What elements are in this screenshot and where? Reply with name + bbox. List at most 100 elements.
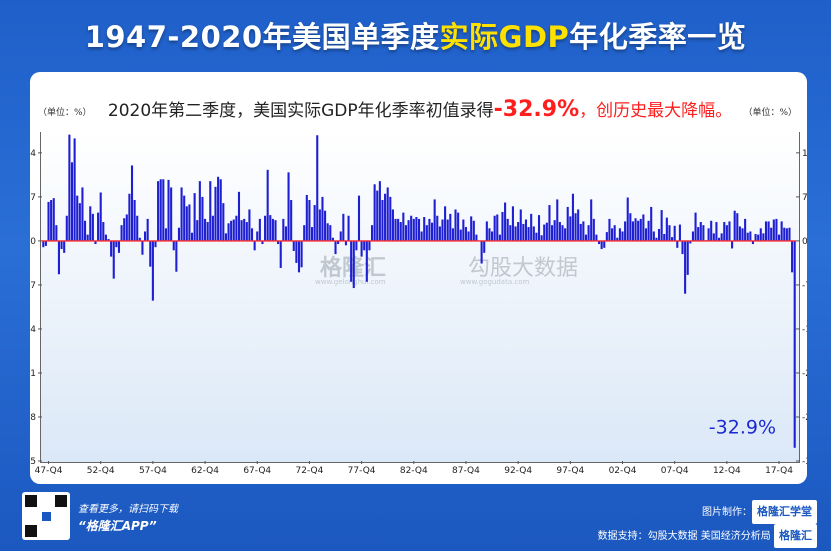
bar: [172, 240, 175, 251]
credit-made-by: 图片制作： 格隆汇学堂: [598, 500, 817, 524]
bar: [767, 221, 770, 241]
bar: [44, 240, 47, 246]
x-tick-label: 47-Q4: [35, 466, 63, 476]
bar: [783, 227, 786, 241]
bar: [412, 218, 415, 241]
subtitle-value: -32.9%: [493, 97, 580, 122]
bar: [738, 226, 741, 241]
watermark-data-url: www.gogudata.com: [460, 278, 530, 286]
bar: [785, 228, 788, 241]
bar: [480, 240, 483, 264]
bar: [318, 209, 321, 241]
bar: [501, 211, 504, 241]
bar: [694, 212, 697, 241]
bar: [180, 187, 183, 241]
bar: [378, 181, 381, 241]
bar: [423, 217, 426, 241]
bar: [404, 225, 407, 241]
bar: [334, 240, 337, 255]
watermark-brand-url: www.gelonghui.com: [315, 278, 386, 286]
bar: [292, 240, 295, 251]
bar: [370, 225, 374, 241]
bar: [347, 215, 350, 241]
bar: [68, 134, 71, 241]
bar: [712, 233, 715, 241]
bar: [73, 138, 76, 241]
subtitle-suffix: ，创历史最大降幅。: [579, 101, 733, 121]
bar: [65, 215, 68, 241]
bar: [764, 221, 768, 241]
bar: [376, 190, 379, 241]
bar: [647, 220, 650, 241]
bar: [504, 202, 507, 241]
bar: [357, 195, 361, 241]
bar: [595, 234, 598, 241]
bar: [52, 198, 55, 241]
bar: [91, 213, 94, 241]
bar: [524, 219, 528, 241]
bar: [621, 231, 624, 241]
bar: [125, 214, 128, 241]
x-tick-label: 87-Q4: [452, 466, 480, 476]
qr-code[interactable]: [22, 492, 70, 540]
bar: [78, 203, 81, 241]
bar: [780, 221, 783, 241]
bar: [133, 200, 136, 241]
bar: [185, 206, 188, 241]
bar: [219, 179, 222, 241]
bar: [772, 219, 775, 241]
bar: [689, 240, 692, 244]
bar: [553, 220, 556, 241]
qr-finder-bl: [25, 525, 37, 537]
bar: [230, 220, 233, 241]
bar: [522, 223, 525, 241]
footer-logo: 格隆汇: [774, 524, 817, 548]
bar: [331, 237, 334, 241]
bar: [702, 225, 705, 241]
bar: [483, 240, 486, 253]
footer-download: 查看更多，请扫码下载 “格隆汇APP”: [78, 501, 178, 535]
chart-subtitle: 2020年第二季度，美国实际GDP年化季率初值录得-32.9%，创历史最大降幅。: [100, 96, 740, 122]
bar: [224, 233, 227, 241]
bar: [141, 240, 144, 255]
x-tick-label: 17-Q4: [765, 466, 793, 476]
bar: [154, 240, 157, 248]
bar: [608, 218, 611, 241]
bar: [193, 193, 196, 241]
bar: [532, 226, 535, 241]
bar: [407, 220, 410, 241]
x-tick-label: 57-Q4: [139, 466, 167, 476]
bar: [365, 240, 368, 282]
bar: [639, 218, 642, 241]
bar: [618, 228, 621, 241]
qr-finder-tr: [55, 495, 67, 507]
bar: [274, 220, 277, 241]
bar: [543, 224, 546, 241]
bar: [368, 240, 371, 251]
bar: [313, 205, 316, 241]
bar: [310, 227, 314, 241]
bar: [720, 233, 723, 241]
bar: [149, 240, 152, 267]
bar: [363, 240, 366, 251]
bar: [130, 165, 134, 241]
x-tick-label: 62-Q4: [191, 466, 219, 476]
bar: [162, 179, 165, 241]
bar: [744, 218, 747, 241]
bar: [303, 225, 306, 241]
y-tick-label-right: 7: [802, 193, 807, 203]
made-by-brand: 格隆汇学堂: [752, 500, 817, 524]
bar: [728, 221, 731, 241]
bar: [571, 193, 574, 241]
bar: [138, 237, 141, 241]
x-tick-label: 12-Q4: [713, 466, 741, 476]
bar: [123, 218, 126, 241]
bar: [112, 240, 115, 279]
bar: [397, 218, 400, 241]
bar: [558, 222, 561, 241]
bar: [222, 203, 225, 241]
bar: [697, 227, 700, 241]
bar: [793, 240, 796, 448]
bar: [120, 225, 123, 241]
y-tick-label-right: -14: [802, 325, 807, 335]
